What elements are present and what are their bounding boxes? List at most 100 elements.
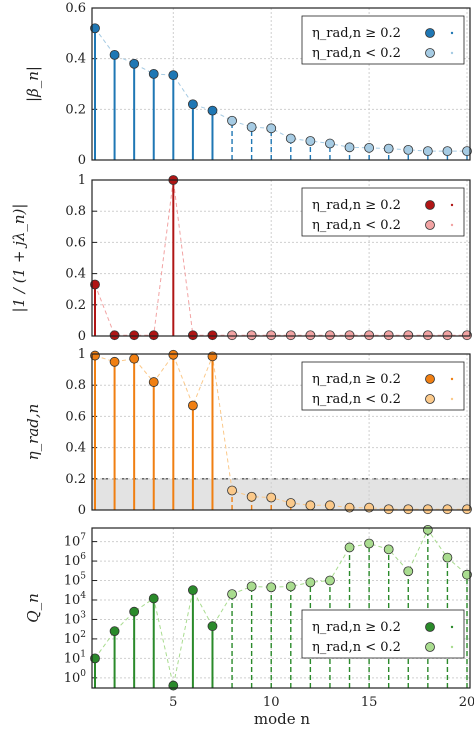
data-point-light <box>364 142 375 153</box>
legend-label: η_rad,n < 0.2 <box>312 640 401 655</box>
data-point <box>129 606 140 617</box>
legend-marker <box>425 374 435 384</box>
y-tick-exponent: 5 <box>80 572 86 582</box>
axes-frame <box>91 353 471 511</box>
connecting-line <box>94 528 468 686</box>
legend-dot <box>450 203 454 207</box>
threshold-region <box>92 478 470 510</box>
data-point-light <box>403 566 414 577</box>
data-point <box>168 680 179 691</box>
data-point <box>148 68 159 79</box>
y-tick-label: 0.8 <box>65 204 86 219</box>
legend-dot <box>450 377 454 381</box>
legend-box <box>301 187 465 237</box>
data-point-light <box>227 589 237 600</box>
data-point <box>109 356 120 367</box>
y-tick-label: 104 <box>64 591 87 608</box>
data-point-light <box>383 330 394 341</box>
data-point-light <box>364 330 375 341</box>
data-point <box>90 23 100 34</box>
legend-dot <box>450 31 454 35</box>
legend-dot <box>450 51 454 55</box>
chart-panel-1: 0 0.2 0.4 0.6 η_rad,n ≥ 0.2 η_rad,n < 0.2 |β_n… <box>24 1 472 168</box>
data-point-light <box>462 569 472 580</box>
data-point-light <box>442 552 453 563</box>
data-point-light <box>422 330 433 341</box>
y-tick-label: 0.8 <box>65 378 86 393</box>
y-tick-exponent: 6 <box>80 552 86 562</box>
data-point <box>90 350 100 361</box>
data-point-light <box>462 504 472 515</box>
y-tick-label: 0.2 <box>65 298 86 313</box>
y-tick-label: 105 <box>64 572 87 589</box>
legend-label: η_rad,n ≥ 0.2 <box>312 372 401 387</box>
legend-marker <box>425 28 435 38</box>
data-point <box>207 105 218 116</box>
y-tick-label: 102 <box>64 630 86 647</box>
y-tick-exponent: 0 <box>80 669 86 679</box>
data-point-light <box>325 330 335 341</box>
y-tick-label: 101 <box>64 649 86 666</box>
data-point <box>109 49 120 60</box>
data-point <box>187 400 198 411</box>
data-point-light <box>266 492 277 503</box>
data-point-light <box>383 143 394 154</box>
data-point-light <box>285 498 296 508</box>
data-point-light <box>246 122 257 132</box>
chart-panel-2: 0 0.2 0.4 0.6 0.8 1 η_rad,n ≥ 0.2 η_rad,n < 0.2… <box>10 173 472 344</box>
data-point-light <box>227 485 237 496</box>
x-axis-label: mode n <box>254 710 311 728</box>
data-point <box>168 349 179 360</box>
y-tick-label: 0.4 <box>65 441 86 456</box>
data-point-light <box>403 144 414 155</box>
legend-dot <box>450 223 454 227</box>
data-point-light <box>442 504 453 515</box>
y-axis-label: Q_n <box>24 593 42 622</box>
y-tick-label: 0.6 <box>65 409 86 424</box>
data-point-light <box>266 123 277 134</box>
x-tick-label: 5 <box>169 695 177 710</box>
y-tick-label: 0.4 <box>65 52 86 67</box>
data-point-light <box>364 538 375 549</box>
data-point-light <box>344 542 355 553</box>
data-point <box>109 330 120 341</box>
legend-box <box>301 361 465 411</box>
data-point <box>168 70 179 81</box>
data-point <box>109 626 120 637</box>
data-point-light <box>285 581 296 592</box>
data-point-light <box>403 330 414 341</box>
data-point <box>148 377 159 387</box>
y-tick-exponent: 4 <box>80 591 86 601</box>
y-tick-label: 0 <box>78 329 86 344</box>
data-point-light <box>246 491 257 502</box>
data-point-light <box>344 502 355 513</box>
data-point-light <box>305 136 316 146</box>
data-point-light <box>364 502 375 513</box>
y-tick-label: 0.6 <box>65 1 86 16</box>
y-tick-exponent: 7 <box>80 533 86 543</box>
data-point-light <box>325 575 335 586</box>
data-point-light <box>383 504 394 515</box>
legend-box <box>301 15 465 65</box>
data-point-light <box>285 133 296 144</box>
x-axis-label-word: mode n <box>254 710 311 728</box>
legend-box <box>301 609 465 659</box>
data-point-light <box>305 330 316 341</box>
data-point-light <box>325 500 335 511</box>
legend-label: η_rad,n < 0.2 <box>312 46 401 61</box>
data-point-light <box>246 581 257 592</box>
legend-marker <box>425 642 435 652</box>
y-axis-label: |β_n| <box>24 66 42 102</box>
axes-frame <box>91 7 471 161</box>
data-point-light <box>442 146 453 157</box>
y-tick-label: 0.2 <box>65 102 86 117</box>
legend-label: η_rad,n ≥ 0.2 <box>312 620 401 635</box>
y-tick-label: 1 <box>78 173 86 188</box>
y-tick-label: 0.2 <box>65 472 86 487</box>
x-tick-label: 20 <box>459 695 474 710</box>
data-point <box>129 58 140 69</box>
legend-label: η_rad,n < 0.2 <box>312 392 401 407</box>
legend-marker <box>425 394 435 404</box>
